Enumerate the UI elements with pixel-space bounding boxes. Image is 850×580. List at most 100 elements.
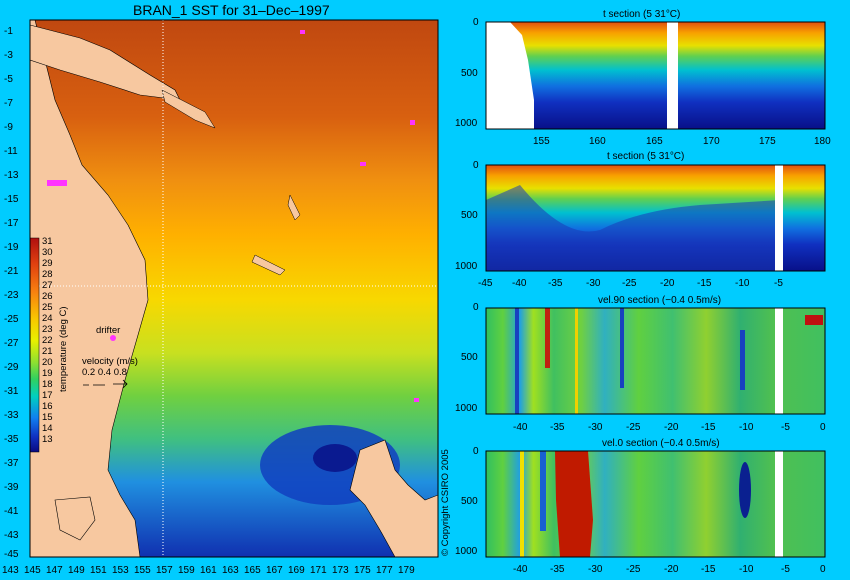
map-title: BRAN_1 SST for 31–Dec–1997 (133, 2, 330, 18)
lat-tick: -33 (4, 410, 19, 421)
panel1-x-tick: 180 (814, 136, 831, 147)
panel4-jet-south (555, 451, 593, 557)
panel4-y-tick: 0 (473, 446, 479, 457)
lat-tick: -13 (4, 170, 19, 181)
panel3-x-tick: -20 (664, 422, 679, 433)
panel4-x-tick: -40 (513, 564, 528, 575)
lat-tick: -37 (4, 458, 19, 469)
map-frame (29, 19, 439, 558)
colorbar-tick: 17 (42, 390, 53, 401)
solomon-islands (161, 89, 216, 129)
panel1-y-tick: 0 (473, 17, 479, 28)
velocity-scale-arrows (83, 379, 128, 389)
panel2-x-tick: -20 (660, 278, 675, 289)
colorbar-label: temperature (deg C) (58, 306, 69, 392)
panel4-y-tick: 500 (461, 496, 478, 507)
panel4-y-tick: 1000 (455, 546, 478, 557)
lon-tick: 155 (134, 565, 151, 576)
lon-tick: 169 (288, 565, 305, 576)
lon-tick: 175 (354, 565, 371, 576)
colorbar-tick: 30 (42, 247, 53, 258)
lat-tick: -1 (4, 26, 13, 37)
lat-tick: -25 (4, 314, 19, 325)
tasmania-land (54, 496, 96, 541)
panel2-x-tick: -35 (548, 278, 563, 289)
lat-tick: -43 (4, 530, 19, 541)
colorbar-tick: 25 (42, 302, 53, 313)
colorbar-tick: 29 (42, 258, 53, 269)
lat-tick: -17 (4, 218, 19, 229)
lat-tick: -27 (4, 338, 19, 349)
panel3-x-tick: -40 (513, 422, 528, 433)
lon-tick: 157 (156, 565, 173, 576)
panel3-field (486, 308, 825, 414)
panel3-streak (620, 308, 624, 388)
lat-tick: -3 (4, 50, 13, 61)
colorbar-tick: 28 (42, 269, 53, 280)
australia-land (29, 19, 149, 558)
lon-tick: 177 (376, 565, 393, 576)
copyright-text: © Copyright CSIRO 2005 (440, 449, 451, 556)
panel4-x-tick: -20 (664, 564, 679, 575)
panel4-x-tick: -30 (588, 564, 603, 575)
lon-tick: 179 (398, 565, 415, 576)
panel2-x-tick: -15 (697, 278, 712, 289)
panel3-x-tick: -15 (701, 422, 716, 433)
panel3-streak (545, 308, 550, 368)
panel2-frame (485, 164, 826, 272)
panel4-jet-north (739, 462, 751, 518)
colorbar-tick: 21 (42, 346, 53, 357)
panel1-x-tick: 170 (703, 136, 720, 147)
colorbar-tick: 18 (42, 379, 53, 390)
lon-tick: 159 (178, 565, 195, 576)
panel1-x-tick: 160 (589, 136, 606, 147)
panel1-x-tick: 165 (646, 136, 663, 147)
panel3-frame (485, 307, 826, 415)
lat-tick: -19 (4, 242, 19, 253)
colorbar-tick: 14 (42, 423, 53, 434)
lat-tick: -5 (4, 74, 13, 85)
panel1-x-tick: 155 (533, 136, 550, 147)
colorbar-tick: 16 (42, 401, 53, 412)
panel1-land-mask (486, 22, 534, 129)
panel2-x-tick: -45 (478, 278, 493, 289)
drifter-track (47, 180, 67, 186)
panel4-field (486, 451, 825, 557)
panel3-x-tick: -35 (550, 422, 565, 433)
panel1-y-tick: 1000 (455, 118, 478, 129)
lat-tick: -39 (4, 482, 19, 493)
lat-tick: -23 (4, 290, 19, 301)
panel2-y-tick: 1000 (455, 261, 478, 272)
lat-tick: -7 (4, 98, 13, 109)
colorbar-tick: 23 (42, 324, 53, 335)
lon-tick: 161 (200, 565, 217, 576)
velocity-values: 0.2 0.4 0.8 (82, 367, 127, 378)
panel1-frame (485, 21, 826, 130)
drifter-marker (300, 30, 305, 34)
lon-tick: 151 (90, 565, 107, 576)
panel1-x-tick: 175 (759, 136, 776, 147)
panel4-x-tick: -15 (701, 564, 716, 575)
lon-tick: 147 (46, 565, 63, 576)
lat-tick: -15 (4, 194, 19, 205)
panel1-y-tick: 500 (461, 68, 478, 79)
panel2-deep-water (486, 185, 780, 271)
panel3-y-tick: 1000 (455, 403, 478, 414)
lon-tick: 171 (310, 565, 327, 576)
panel2-y-tick: 0 (473, 160, 479, 171)
panel3-x-tick: -10 (739, 422, 754, 433)
panel3-streak (575, 308, 578, 414)
panel3-y-tick: 500 (461, 352, 478, 363)
panel4-x-tick: -10 (739, 564, 754, 575)
lat-tick: -21 (4, 266, 19, 277)
lon-tick: 143 (2, 565, 19, 576)
panel4-x-tick: -5 (781, 564, 790, 575)
panel3-streak (805, 315, 823, 325)
panel3-title: vel.90 section (−0.4 0.5m/s) (598, 295, 722, 306)
cold-eddy-core (313, 444, 357, 472)
panel3-y-tick: 0 (473, 302, 479, 313)
colorbar-tick: 19 (42, 368, 53, 379)
colorbar-tick: 22 (42, 335, 53, 346)
panel3-x-tick: 0 (820, 422, 826, 433)
panel1-gap (667, 22, 678, 129)
